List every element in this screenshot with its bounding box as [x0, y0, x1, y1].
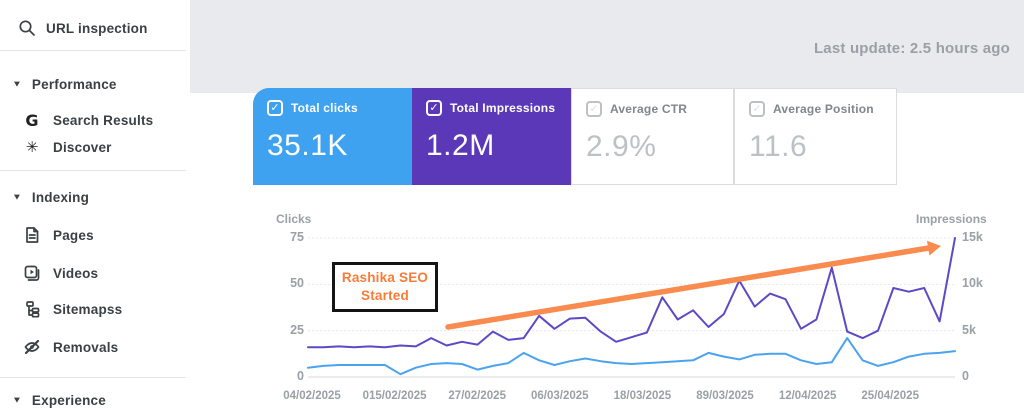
chart-canvas [307, 237, 956, 378]
date-label: 27/02/2025 [448, 390, 506, 402]
performance-chart: Clicks Impressions 75 15k 50 10k 25 5k 0 0 04/0… [270, 210, 1024, 416]
seo-started-annotation: Rashika SEO Started [332, 262, 438, 312]
total-impressions-checkbox[interactable]: ✓ [426, 100, 442, 116]
sidebar-item-discover[interactable]: ✳ Discover [22, 133, 112, 161]
sidebar-section-performance[interactable]: ▼ Performance [12, 70, 117, 98]
sidebar-item-videos[interactable]: Videos [22, 259, 98, 287]
sidebar: URL inspection ▼ Performance G Search Re… [0, 0, 190, 416]
total-impressions-value: 1.2M [426, 129, 495, 162]
sidebar-section-experience[interactable]: ▼ Experience [12, 386, 106, 414]
pages-label: Pages [53, 227, 94, 243]
total-clicks-label: Total clicks [291, 101, 358, 115]
average-position-label: Average Position [773, 102, 874, 116]
videos-label: Videos [53, 265, 99, 281]
sidebar-item-sitemaps[interactable]: Sitemapss [22, 295, 122, 323]
date-label: 25/04/2025 [861, 390, 919, 402]
average-ctr-value: 2.9% [586, 130, 657, 163]
annotation-line2: Started [361, 288, 409, 303]
total-clicks-card[interactable]: ✓ Total clicks 35.1K [253, 88, 412, 185]
right-tick-label: 15k [962, 230, 983, 244]
right-tick-label: 5k [962, 322, 976, 337]
eye-off-icon [24, 339, 40, 355]
average-position-value: 11.6 [749, 130, 808, 163]
date-label: 015/02/2025 [362, 390, 427, 402]
sidebar-item-search-results[interactable]: G Search Results [22, 106, 153, 134]
right-tick-label: 0 [962, 369, 969, 383]
videos-icon [24, 265, 40, 281]
left-tick-label: 25 [290, 322, 304, 337]
total-impressions-label: Total Impressions [450, 101, 556, 115]
average-position-card[interactable]: ✓ Average Position 11.6 [734, 88, 897, 185]
sidebar-item-removals[interactable]: Removals [22, 333, 118, 361]
average-ctr-checkbox[interactable]: ✓ [586, 101, 602, 117]
removals-label: Removals [53, 339, 119, 355]
left-tick-label: 50 [290, 276, 304, 291]
chevron-down-icon: ▼ [12, 395, 22, 405]
left-tick-label: 0 [297, 369, 304, 383]
discover-label: Discover [53, 139, 112, 155]
sidebar-divider [0, 170, 186, 171]
total-impressions-card[interactable]: ✓ Total Impressions 1.2M [412, 88, 571, 185]
search-results-label: Search Results [53, 112, 154, 128]
check-icon: ✓ [429, 101, 439, 114]
url-inspection-label: URL inspection [46, 20, 148, 36]
search-icon [19, 20, 35, 36]
section-label-indexing: Indexing [31, 189, 90, 205]
right-tick-label: 10k [962, 276, 983, 291]
section-label-performance: Performance [31, 76, 117, 92]
section-label-experience: Experience [31, 392, 106, 408]
date-label: 12/04/2025 [778, 390, 837, 402]
date-label: 18/03/2025 [613, 390, 672, 402]
check-icon: ✓ [589, 102, 599, 115]
sidebar-divider [0, 50, 186, 51]
pages-icon [26, 227, 39, 243]
sidebar-item-url-inspection[interactable]: URL inspection [18, 14, 148, 42]
last-update-text: Last update: 2.5 hours ago [813, 40, 1010, 57]
sitemaps-icon [26, 301, 40, 318]
chevron-down-icon: ▼ [12, 79, 22, 89]
left-tick-label: 75 [290, 230, 304, 244]
date-label: 06/03/2025 [531, 390, 589, 402]
total-clicks-value: 35.1K [267, 129, 348, 162]
average-ctr-card[interactable]: ✓ Average CTR 2.9% [571, 88, 734, 185]
average-position-checkbox[interactable]: ✓ [749, 101, 765, 117]
average-ctr-label: Average CTR [610, 102, 688, 116]
date-label: 89/03/2025 [696, 390, 754, 402]
discover-icon: ✳ [25, 139, 39, 156]
chevron-down-icon: ▼ [12, 192, 22, 202]
metric-cards-row: ✓ Total clicks 35.1K ✓ Total Impressions… [253, 88, 897, 185]
total-clicks-checkbox[interactable]: ✓ [267, 100, 283, 116]
date-label: 04/02/2025 [283, 390, 341, 402]
sidebar-section-indexing[interactable]: ▼ Indexing [12, 183, 89, 211]
header-band [190, 0, 1024, 93]
sitemaps-label: Sitemapss [53, 301, 123, 317]
google-g-icon: G [25, 110, 39, 130]
sidebar-item-pages[interactable]: Pages [22, 221, 94, 249]
sidebar-divider [0, 377, 186, 378]
check-icon: ✓ [752, 102, 762, 115]
check-icon: ✓ [270, 101, 280, 114]
right-axis-title: Impressions [916, 212, 987, 226]
annotation-line1: Rashika SEO [341, 269, 429, 285]
left-axis-title: Clicks [276, 212, 312, 226]
